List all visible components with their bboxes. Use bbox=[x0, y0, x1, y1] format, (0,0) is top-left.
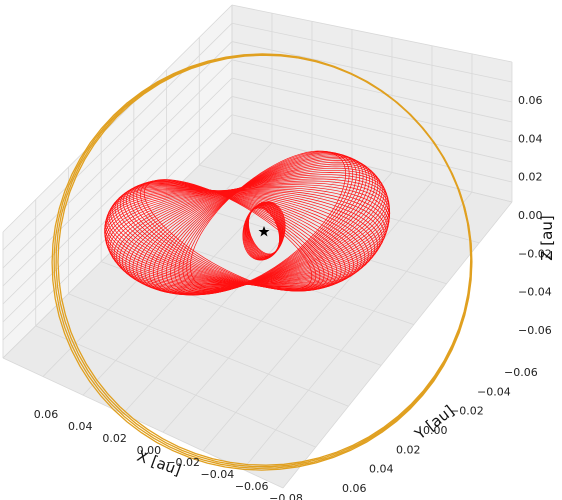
y-tick-label: −0.02 bbox=[450, 405, 484, 418]
y-tick-label: 0.06 bbox=[342, 482, 367, 495]
grid-lines bbox=[2, 4, 513, 489]
grid-line bbox=[2, 132, 233, 359]
grid-line bbox=[2, 77, 233, 305]
inner-orbit-path bbox=[161, 156, 370, 296]
y-tick-label: 0.00 bbox=[423, 424, 448, 437]
grid-line bbox=[231, 132, 513, 203]
inner-orbit-path bbox=[112, 186, 354, 290]
inner-orbit-path bbox=[105, 189, 372, 286]
z-tick-label: −0.02 bbox=[518, 247, 552, 260]
grid-line bbox=[202, 182, 433, 452]
x-tick-label: 0.00 bbox=[137, 444, 162, 457]
z-tick-label: 0.06 bbox=[518, 94, 543, 107]
grid-line bbox=[2, 59, 233, 287]
grid-line bbox=[122, 162, 353, 414]
outer-orbit-path bbox=[57, 54, 472, 466]
floor-pane bbox=[3, 133, 512, 488]
inner-orbit-path bbox=[128, 172, 388, 293]
inner-orbit-path bbox=[107, 188, 366, 288]
inner-orbit-path bbox=[182, 151, 354, 292]
grid-line bbox=[231, 4, 513, 63]
grid-line bbox=[2, 41, 233, 269]
central-star-icon bbox=[258, 226, 270, 237]
grid-line bbox=[231, 77, 513, 143]
grid-line bbox=[162, 172, 393, 433]
grid-line bbox=[35, 325, 316, 448]
z-tick-label: −0.06 bbox=[518, 324, 552, 337]
inner-orbit-path bbox=[108, 188, 362, 288]
back-right-pane bbox=[232, 5, 512, 202]
y-tick-label: 0.04 bbox=[369, 463, 394, 476]
inner-orbit-path bbox=[132, 180, 325, 292]
x-tick-label: 0.02 bbox=[102, 432, 127, 445]
y-axis-label: Y [au] bbox=[411, 402, 458, 444]
back-left-pane bbox=[3, 5, 232, 358]
grid-line bbox=[231, 96, 513, 163]
inner-orbit-path bbox=[104, 190, 378, 285]
grid-line bbox=[2, 4, 233, 233]
inner-orbit-path bbox=[136, 180, 321, 292]
inner-orbit-path bbox=[110, 187, 358, 289]
grid-line bbox=[68, 293, 349, 407]
z-tick-label: 0.02 bbox=[518, 171, 543, 184]
grid-line bbox=[242, 191, 473, 470]
inner-orbit-path bbox=[186, 151, 350, 291]
grid-line bbox=[282, 201, 513, 489]
grid-line bbox=[231, 41, 513, 103]
inner-orbit-path bbox=[119, 178, 390, 290]
x-tick-label: −0.02 bbox=[166, 456, 200, 469]
x-tick-label: 0.06 bbox=[34, 408, 59, 421]
x-tick-label: −0.08 bbox=[269, 492, 303, 500]
orbit-series bbox=[51, 53, 473, 471]
grid-line bbox=[42, 142, 273, 377]
x-tick-label: −0.06 bbox=[235, 480, 269, 493]
grid-line bbox=[101, 261, 382, 366]
inner-orbit-path bbox=[144, 163, 381, 295]
inner-orbit-path bbox=[165, 155, 367, 295]
z-tick-label: −0.04 bbox=[518, 286, 552, 299]
grid-line bbox=[2, 23, 233, 251]
z-axis-label: Z [au] bbox=[538, 215, 556, 260]
grid-line bbox=[231, 114, 513, 183]
grid-line bbox=[231, 22, 513, 83]
grid-line bbox=[231, 59, 513, 123]
x-tick-label: −0.04 bbox=[201, 468, 235, 481]
inner-orbit-path bbox=[105, 189, 369, 287]
axis-panes bbox=[3, 5, 512, 488]
z-tick-label: 0.04 bbox=[518, 132, 543, 145]
core-orbit-path bbox=[242, 201, 286, 261]
inner-orbit-path bbox=[113, 182, 390, 288]
y-tick-label: 0.02 bbox=[396, 443, 421, 456]
z-tick-label: 0.00 bbox=[518, 209, 543, 222]
x-tick-label: 0.04 bbox=[68, 420, 93, 433]
tick-labels: 0.060.040.020.00−0.02−0.04−0.06−0.08−0.0… bbox=[34, 94, 552, 500]
y-tick-label: −0.06 bbox=[504, 366, 538, 379]
inner-orbit-path bbox=[104, 190, 375, 286]
y-tick-label: −0.04 bbox=[477, 385, 511, 398]
